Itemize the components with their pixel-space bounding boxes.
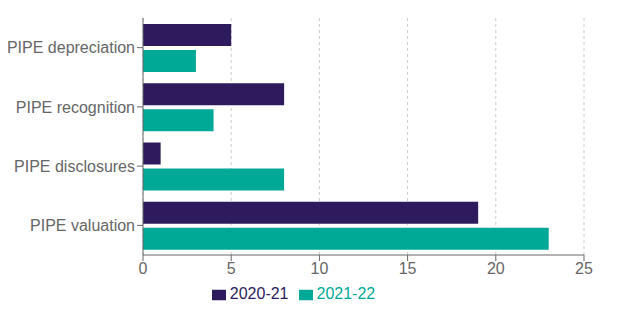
svg-text:20: 20: [487, 260, 505, 277]
html-text:2021-22: 2021-22: [316, 285, 376, 302]
svg-text:5: 5: [227, 260, 236, 277]
svg-text:PIPE valuation: PIPE valuation: [30, 217, 135, 234]
svg-text:10: 10: [311, 260, 329, 277]
svg-text:PIPE recognition: PIPE recognition: [16, 99, 135, 116]
html-text:2020-21: 2020-21: [229, 285, 289, 302]
svg-text:0: 0: [139, 260, 148, 277]
svg-text:25: 25: [575, 260, 593, 277]
svg-text:PIPE disclosures: PIPE disclosures: [14, 158, 135, 175]
svg-text:PIPE depreciation: PIPE depreciation: [8, 39, 135, 56]
svg-text:15: 15: [399, 260, 417, 277]
